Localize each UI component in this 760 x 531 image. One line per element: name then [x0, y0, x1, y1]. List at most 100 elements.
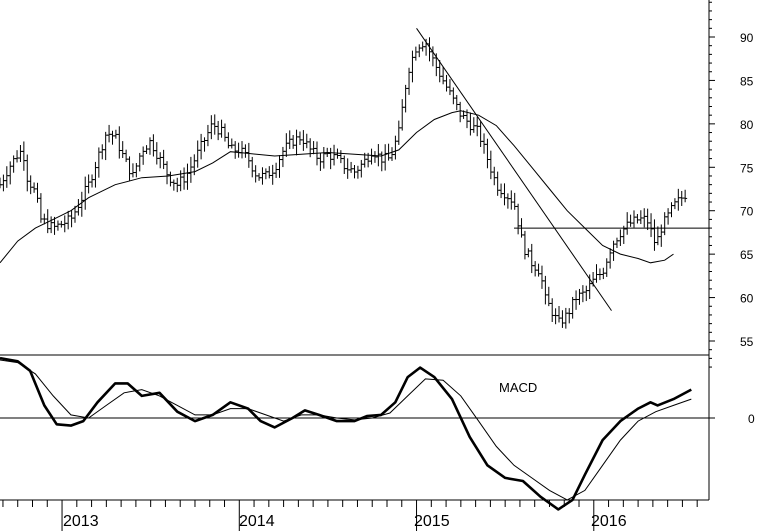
price-bar [676, 188, 681, 211]
price-bar [669, 202, 674, 218]
price-bar [407, 67, 412, 95]
price-bar [127, 156, 132, 181]
price-bar [158, 152, 163, 169]
price-bar [280, 146, 285, 168]
price-bar [28, 175, 33, 195]
price-bar [100, 144, 105, 160]
price-bar [260, 167, 265, 185]
price-bar [15, 150, 20, 163]
price-tick-label: 80 [740, 118, 754, 132]
price-bar [107, 124, 112, 143]
price-bar [294, 129, 299, 156]
price-bar [226, 132, 231, 149]
price-bar [349, 161, 354, 173]
svg-text:2014: 2014 [239, 513, 275, 530]
price-bar [216, 120, 221, 141]
price-bar [355, 165, 360, 179]
svg-text:2013: 2013 [63, 513, 99, 530]
price-bar [55, 220, 60, 231]
price-bar [516, 203, 521, 235]
macd-label: MACD [499, 380, 537, 395]
price-bar [522, 230, 527, 260]
price-bar [447, 79, 452, 96]
price-bar [454, 94, 459, 111]
price-bar [328, 147, 333, 170]
price-bar [618, 229, 623, 246]
price-bar [499, 183, 504, 199]
price-bar [134, 162, 139, 178]
price-bar [188, 156, 193, 183]
price-bar [597, 268, 602, 281]
price-bar [342, 155, 347, 174]
price-panel [0, 28, 709, 329]
price-bar [263, 168, 268, 180]
price-bar [202, 137, 207, 152]
price-bar [529, 243, 534, 274]
year-label-2014: 2014 [239, 513, 275, 530]
price-bar [396, 120, 401, 145]
price-bar [117, 126, 122, 159]
price-bar [567, 308, 572, 324]
price-bar [632, 210, 637, 228]
price-bar [130, 163, 135, 178]
macd-line [0, 356, 692, 511]
svg-text:2015: 2015 [414, 513, 450, 530]
price-bar [66, 210, 71, 230]
price-bar [543, 275, 548, 305]
price-bar [393, 135, 398, 160]
price-bar [683, 189, 688, 203]
price-bar [321, 146, 326, 169]
price-bar [635, 214, 640, 224]
price-bar [580, 285, 585, 303]
price-tick-label: 60 [740, 292, 754, 306]
downtrend-line [416, 28, 612, 311]
price-bar [379, 151, 384, 172]
price-bar [672, 198, 677, 210]
price-bar [410, 50, 415, 83]
price-bar [345, 158, 350, 179]
price-bar [182, 167, 187, 190]
price-bar [666, 208, 671, 225]
price-bar [59, 220, 64, 228]
price-bar [229, 138, 234, 149]
price-bar [372, 151, 377, 163]
price-bar [601, 267, 606, 280]
price-bar [604, 258, 609, 277]
price-bar [267, 166, 272, 179]
price-bar [25, 154, 30, 192]
price-bar [560, 310, 565, 328]
price-bar [539, 265, 544, 289]
price-bar [475, 116, 480, 137]
price-bar [526, 248, 531, 258]
price-bar [546, 286, 551, 307]
price-bar [352, 164, 357, 179]
price-bar [165, 161, 170, 185]
price-bar [199, 133, 204, 160]
price-bar [505, 193, 510, 209]
price-bar [253, 165, 258, 183]
price-bar [144, 145, 149, 155]
price-bar [417, 44, 422, 58]
price-bar [574, 290, 579, 310]
price-bar [151, 134, 156, 157]
price-bar [49, 216, 54, 234]
year-label-2016: 2016 [591, 513, 627, 530]
price-bar [21, 141, 26, 171]
price-bar [383, 144, 388, 171]
price-bar [642, 208, 647, 228]
price-bar [171, 179, 176, 191]
price-bar [35, 182, 40, 203]
price-bar [240, 141, 245, 159]
signal-line [0, 359, 692, 501]
price-bar [209, 115, 214, 140]
price-bar [297, 131, 302, 146]
price-tick-label: 70 [740, 205, 754, 219]
price-bar [32, 182, 37, 193]
price-bar [120, 141, 125, 158]
price-tick-label: 75 [740, 161, 754, 175]
price-bar [274, 162, 279, 178]
price-bar [359, 159, 364, 178]
price-bar [233, 141, 238, 159]
price-bar [287, 130, 292, 150]
